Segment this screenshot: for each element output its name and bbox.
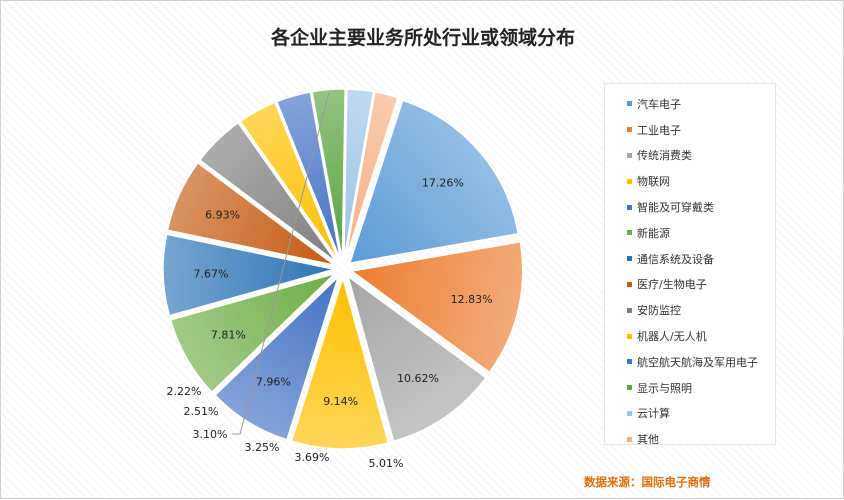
data-label: 5.01%: [369, 457, 404, 470]
legend-item: 医疗/生物电子: [627, 272, 775, 298]
leader-line: [232, 92, 330, 435]
legend-label: 智能及可穿戴类: [637, 201, 714, 215]
chart-legend: 汽车电子工业电子传统消费类物联网智能及可穿戴类 新能源通信系统及设备 医疗/生物电子…: [604, 83, 776, 446]
pie-slice: [162, 233, 335, 317]
legend-item: 显示与照明: [627, 375, 775, 401]
legend-label: 云计算: [637, 407, 670, 421]
legend-swatch: [627, 178, 632, 184]
legend-label: 安防监控: [637, 304, 681, 318]
legend-item: 其他: [627, 426, 775, 452]
legend-label: 显示与照明: [637, 381, 692, 395]
data-label: 6.93%: [205, 209, 240, 222]
legend-label: 汽车电子: [637, 97, 681, 111]
pie-slice: [343, 88, 375, 261]
legend-item: 汽车电子: [627, 91, 775, 117]
legend-item: 传统消费类: [627, 143, 775, 169]
pie-slice: [346, 274, 487, 443]
data-label: 7.67%: [193, 268, 228, 281]
legend-item: 新能源: [627, 220, 775, 246]
pie-slice: [239, 101, 340, 262]
legend-swatch: [627, 436, 632, 442]
pie-slice: [166, 161, 336, 267]
data-label: 7.81%: [211, 329, 246, 342]
legend-swatch: [627, 230, 632, 236]
legend-label: 航空航天航海及军用电子: [637, 355, 758, 369]
data-label: 9.14%: [323, 395, 358, 408]
legend-swatch: [627, 307, 632, 313]
legend-item: 工业电子: [627, 117, 775, 143]
legend-swatch: [627, 359, 632, 365]
legend-swatch: [627, 333, 632, 339]
pie-slice: [275, 91, 342, 261]
legend-item: 智能及可穿戴类: [627, 194, 775, 220]
pie-slice: [311, 88, 346, 261]
data-label: 17.26%: [422, 176, 464, 189]
data-label: 12.83%: [451, 293, 493, 306]
data-label: 3.69%: [295, 451, 330, 464]
pie-slice: [349, 240, 524, 374]
pie-slice: [348, 99, 520, 265]
legend-item: 航空航天航海及军用电子: [627, 349, 775, 375]
legend-label: 机器人/无人机: [637, 330, 707, 344]
pie-slice: [290, 275, 390, 450]
chart-title: 各企业主要业务所处行业或领域分布: [270, 27, 575, 49]
data-label: 3.25%: [245, 441, 280, 454]
legend-swatch: [627, 385, 632, 391]
legend-swatch: [627, 281, 632, 287]
legend-swatch: [627, 410, 632, 416]
legend-label: 其他: [637, 433, 659, 447]
legend-label: 医疗/生物电子: [637, 278, 707, 292]
data-label: 3.10%: [193, 428, 228, 441]
legend-label: 物联网: [637, 175, 670, 189]
legend-item: 安防监控: [627, 297, 775, 323]
data-label: 10.62%: [397, 372, 439, 385]
pie-slice: [169, 272, 336, 394]
legend-swatch: [627, 127, 632, 133]
legend-label: 新能源: [637, 226, 670, 240]
legend-swatch: [627, 204, 632, 210]
legend-item: 云计算: [627, 401, 775, 427]
legend-swatch: [627, 101, 632, 107]
legend-swatch: [627, 152, 632, 158]
data-label: 2.51%: [184, 405, 219, 418]
pie-slice: [198, 121, 338, 264]
source-note: 数据来源：国际电子商情: [584, 475, 711, 489]
data-label: 7.96%: [256, 375, 291, 388]
data-label: 2.22%: [167, 385, 202, 398]
pie-slice: [213, 276, 339, 441]
legend-label: 工业电子: [637, 123, 681, 137]
pie-slice: [344, 91, 399, 261]
legend-item: 物联网: [627, 168, 775, 194]
legend-item: 机器人/无人机: [627, 323, 775, 349]
legend-label: 通信系统及设备: [637, 252, 714, 266]
legend-item: 通信系统及设备: [627, 246, 775, 272]
legend-label: 传统消费类: [637, 149, 692, 163]
legend-swatch: [627, 256, 632, 262]
